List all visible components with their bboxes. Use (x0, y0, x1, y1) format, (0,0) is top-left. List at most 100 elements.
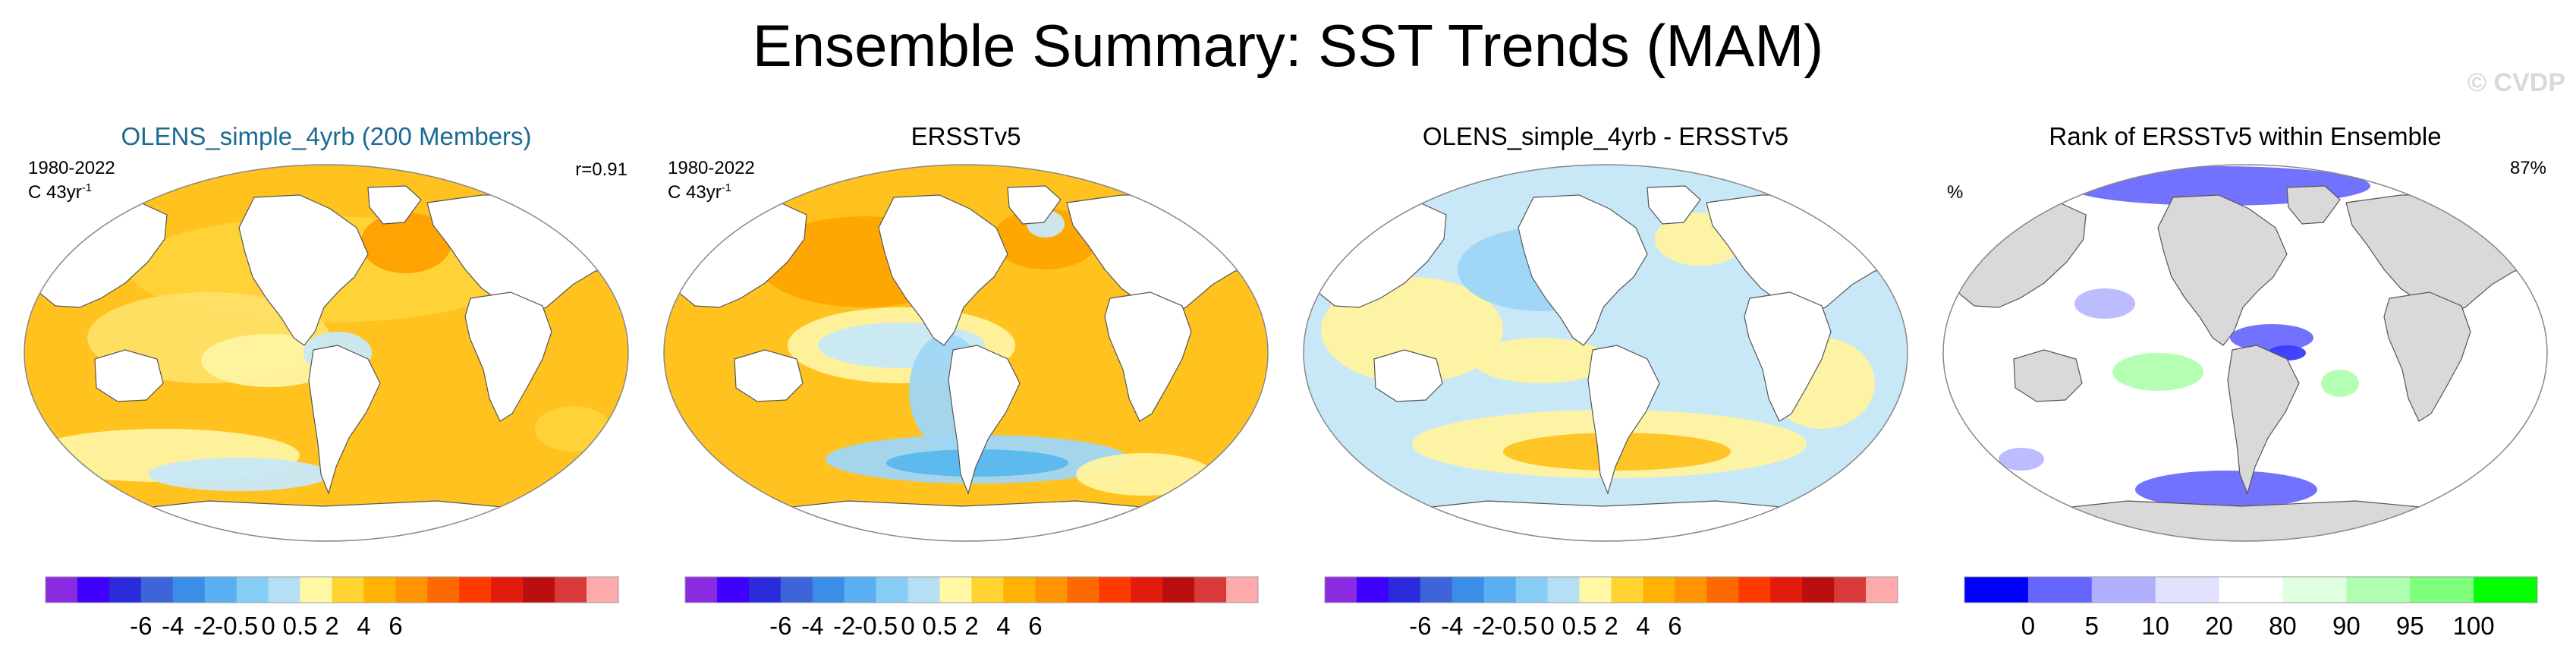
panel-rank: Rank of ERSSTv5 within Ensemble % 87% (1930, 114, 2560, 569)
land-mass (1104, 291, 1192, 422)
colorbar-swatch (1420, 577, 1453, 603)
colorbar-swatch (204, 577, 237, 603)
colorbar-swatch (971, 577, 1004, 603)
page-title: Ensemble Summary: SST Trends (MAM) (752, 12, 1824, 79)
colorbar-swatch (716, 577, 750, 603)
colorbar-tick-label: 0.5 (923, 612, 958, 640)
colorbar-tick-label: -0.5 (854, 612, 898, 640)
panel-2-period: 1980-2022 (668, 158, 755, 178)
colorbar-swatch (523, 577, 555, 603)
colorbar-swatch (268, 577, 301, 603)
colorbar-swatch (1162, 577, 1195, 603)
sst-trend-region (535, 406, 611, 452)
panel-4-colorbar: 0 5 10 20 80 90 95 100 (1930, 575, 2560, 651)
land-mass (878, 194, 1008, 346)
land-mass (94, 349, 164, 402)
land-mass (308, 345, 381, 495)
land-mass (741, 500, 1184, 541)
panel-4-percent-stat: 87% (2509, 158, 2546, 178)
sst-trend-region (2230, 324, 2313, 351)
colorbar-swatch (1131, 577, 1163, 603)
colorbar-tick-label: -4 (801, 612, 823, 640)
colorbar-swatch (46, 577, 78, 603)
colorbar-swatch (1675, 577, 1707, 603)
panel-4-title: Rank of ERSSTv5 within Ensemble (2049, 122, 2442, 150)
colorbar-swatch (1706, 577, 1739, 603)
colorbar-swatch (1515, 577, 1549, 603)
panel-1-map (24, 164, 629, 542)
colorbar-swatch (2219, 577, 2283, 603)
colorbar-swatch (1099, 577, 1131, 603)
land-mass (1373, 349, 1443, 402)
sst-trend-region (360, 213, 451, 273)
panel-3-title: OLENS_simple_4yrb - ERSSTv5 (1422, 122, 1789, 150)
land-mass (2013, 349, 2083, 402)
land-mass (1380, 500, 1823, 541)
colorbar-swatch (1325, 577, 1357, 603)
colorbar-swatch (1611, 577, 1643, 603)
panel-1-units: C 43yr-1 (28, 181, 93, 203)
colorbar-tick-label: -4 (1441, 612, 1463, 640)
colorbar-swatch (1452, 577, 1485, 603)
colorbar-tick-label: 4 (1636, 612, 1650, 640)
colorbar-tick-label: -0.5 (1494, 612, 1537, 640)
colorbar-swatch (1643, 577, 1675, 603)
sst-trend-region (201, 334, 338, 387)
map-outline (1303, 164, 1908, 542)
colorbar-tick-label: -6 (1409, 612, 1431, 640)
colorbar-swatch (2155, 577, 2220, 603)
colorbar-swatch (1866, 577, 1898, 603)
colorbar-swatch (1964, 577, 2029, 603)
land-mass (2227, 345, 2300, 495)
colorbar-swatch (1770, 577, 1803, 603)
colorbar-swatch (555, 577, 587, 603)
land-mass (734, 349, 804, 402)
colorbar-tick-label: 2 (1604, 612, 1618, 640)
panel-1-colorbar: -6 -4 -2 -0.5 0 0.5 2 4 6 (11, 575, 641, 651)
colorbar-tick-label: 0.5 (1562, 612, 1597, 640)
sst-trend-region (2321, 370, 2359, 397)
colorbar-tick-label: -6 (769, 612, 791, 640)
colorbar-swatch (2282, 577, 2347, 603)
panel-3-map (1303, 164, 1908, 542)
colorbar-swatch (2346, 577, 2411, 603)
colorbar-swatch (1194, 577, 1227, 603)
land-mass (1007, 185, 1062, 225)
colorbar-swatch (109, 577, 142, 603)
colorbar-swatch (1802, 577, 1835, 603)
colorbar-tick-label: 0 (1540, 612, 1554, 640)
colorbar-tick-label: 20 (2205, 612, 2233, 640)
colorbar-swatch (844, 577, 877, 603)
sst-trend-region (1076, 453, 1213, 496)
panel-2-map (663, 164, 1269, 542)
colorbar-swatch (236, 577, 269, 603)
colorbar-frame (1324, 576, 1898, 603)
colorbar-tick-label: -4 (162, 612, 184, 640)
panel-1-period: 1980-2022 (28, 158, 115, 178)
land-mass (367, 185, 422, 225)
colorbar-tick-label: -0.5 (215, 612, 258, 640)
colorbar-swatch (939, 577, 972, 603)
sst-trend-region (148, 458, 330, 491)
land-mass (238, 194, 369, 346)
map-outline (24, 164, 629, 542)
land-mass (101, 500, 544, 541)
panel-difference: OLENS_simple_4yrb - ERSSTv5 (1291, 114, 1920, 569)
colorbar-swatch (1738, 577, 1771, 603)
colorbar-tick-label: 2 (964, 612, 978, 640)
colorbar-frame (45, 576, 619, 603)
colorbar-swatch (2474, 577, 2538, 603)
colorbar-tick-label: -2 (193, 612, 215, 640)
colorbar-swatch (1579, 577, 1612, 603)
panel-3-colorbar: -6 -4 -2 -0.5 0 0.5 2 4 6 (1291, 575, 1920, 651)
colorbar-tick-label: 100 (2453, 612, 2495, 640)
colorbar-tick-label: 5 (2085, 612, 2099, 640)
land-mass (1744, 291, 1832, 422)
colorbar-tick-label: -2 (833, 612, 855, 640)
sst-trend-region (2112, 353, 2203, 391)
panel-observations: ERSSTv5 1980-2022 C 43yr-1 (651, 114, 1281, 569)
colorbar-swatch (427, 577, 460, 603)
colorbar-swatch (332, 577, 364, 603)
colorbar-tick-label: 4 (357, 612, 370, 640)
colorbar-tick-label: 90 (2332, 612, 2361, 640)
